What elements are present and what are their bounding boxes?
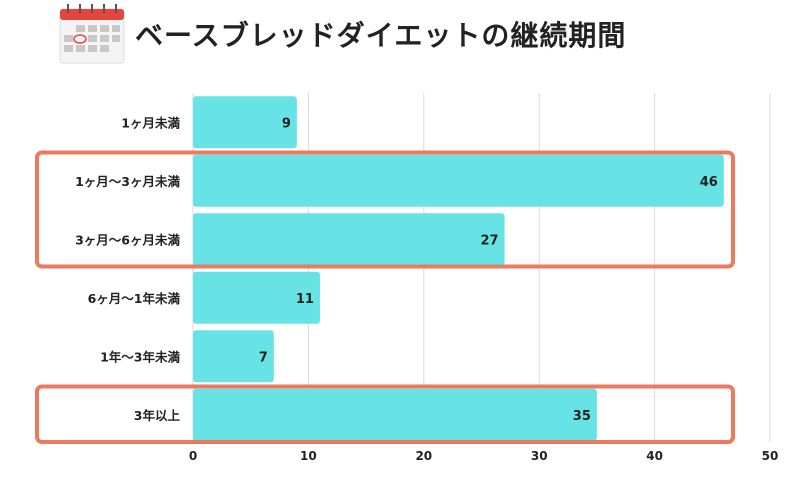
chart-title: ベースブレッドダイエットの継続期間 (135, 19, 627, 52)
highlight-box (35, 150, 735, 269)
x-tick-label: 50 (762, 449, 779, 463)
category-label: 6ヶ月〜1年未満 (88, 291, 181, 306)
category-label: 1ヶ月未満 (121, 115, 180, 130)
bar (193, 271, 320, 324)
data-label: 7 (259, 350, 268, 365)
x-tick-label: 20 (415, 449, 432, 463)
data-label: 46 (700, 175, 718, 190)
category-label: 1年〜3年未満 (100, 349, 180, 364)
highlight-box (35, 384, 735, 444)
calendar-icon (59, 4, 125, 64)
category-label: 3ヶ月〜6ヶ月未満 (75, 232, 180, 247)
bar (193, 154, 724, 207)
x-tick-label: 40 (646, 449, 663, 463)
bar (193, 388, 597, 441)
data-label: 27 (480, 233, 498, 248)
x-tick-label: 0 (189, 449, 197, 463)
category-label: 1ヶ月〜3ヶ月未満 (75, 174, 180, 189)
bar (193, 330, 274, 383)
x-tick-label: 10 (300, 449, 317, 463)
data-label: 35 (573, 409, 591, 424)
data-label: 11 (296, 292, 314, 307)
x-tick-label: 30 (531, 449, 548, 463)
bar (193, 213, 505, 266)
bar (193, 96, 297, 149)
category-label: 3年以上 (134, 408, 181, 423)
data-label: 9 (282, 116, 291, 131)
